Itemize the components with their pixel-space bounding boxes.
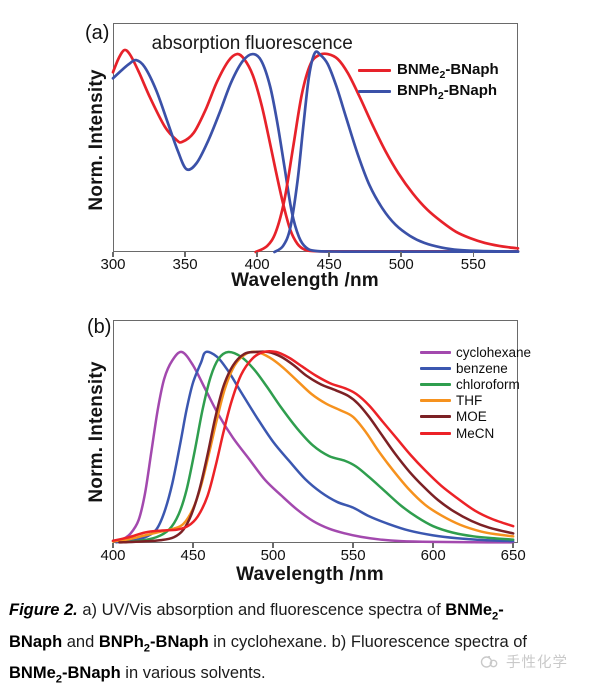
legend-swatch — [420, 431, 451, 435]
figure-caption: Figure 2. a) UV/Vis absorption and fluor… — [9, 598, 597, 689]
plot-a-legend: BNMe2-BNaph BNPh2-BNaph — [358, 60, 499, 102]
plot-b-legend: cyclohexane benzene chloroform THF MOE MeCN — [420, 344, 531, 441]
panel-b-label: (b) — [87, 316, 112, 338]
caption-segment: in various solvents. — [120, 664, 266, 682]
x-tick — [184, 252, 186, 257]
caption-segment: in cyclohexane. b) Fluorescence spectra … — [208, 632, 527, 651]
plot-a-x-axis-title: Wavelength /nm — [231, 270, 379, 291]
series-bnme2-bnaph-fluorescence — [254, 52, 520, 254]
watermark: 手性化学 — [480, 651, 568, 672]
legend-label: benzene — [456, 360, 508, 376]
series-bnme2-bnaph-absorption — [111, 48, 520, 253]
series-bnph2-bnaph-fluorescence — [273, 50, 520, 254]
x-tick — [512, 543, 514, 548]
legend-swatch — [358, 90, 391, 93]
x-tick — [400, 252, 403, 257]
series-moe — [118, 350, 515, 544]
legend-swatch — [420, 366, 451, 370]
plot-a-y-axis-title: Norm. Intensity — [86, 69, 107, 211]
series-mecn — [111, 349, 515, 542]
x-tick — [472, 252, 475, 257]
panel-a-label: (a) — [85, 22, 110, 44]
x-tick — [272, 543, 274, 548]
x-tick-label: 400 — [100, 547, 126, 564]
caption-segment: - — [498, 601, 504, 619]
legend-label: MOE — [456, 409, 487, 425]
caption-segment: BNPh — [98, 632, 144, 651]
plot-a-canvas — [111, 48, 520, 254]
plot-a-frame — [113, 23, 518, 252]
legend-item-benzene: benzene — [420, 360, 531, 376]
x-tick-label: 350 — [172, 256, 198, 273]
caption-segment: BNMe — [9, 664, 56, 682]
plot-b-canvas — [111, 349, 515, 544]
x-tick — [112, 543, 114, 548]
molecule-logo-icon — [480, 655, 498, 668]
x-tick — [328, 252, 330, 257]
legend-label: chloroform — [456, 376, 520, 392]
x-tick-label: 600 — [420, 547, 446, 564]
x-tick-label: 400 — [244, 256, 270, 273]
legend-label: THF — [456, 393, 483, 409]
annotation-fluorescence: fluorescence — [245, 33, 353, 54]
caption-segment: 2 — [143, 642, 151, 654]
caption-segment: Figure 2. — [9, 601, 78, 619]
series-benzene — [114, 350, 515, 544]
caption-line: BNMe2-BNaph in various solvents. — [9, 661, 597, 689]
legend-swatch — [420, 415, 451, 419]
legend-item-bnph2-bnaph: BNPh2-BNaph — [358, 81, 499, 102]
x-tick — [256, 252, 258, 257]
caption-segment: and — [62, 632, 99, 651]
caption-segment: 2 — [55, 673, 63, 686]
plot-b-x-axis-title: Wavelength /nm — [236, 564, 384, 585]
caption-segment: a) UV/Vis absorption and fluorescence sp… — [77, 601, 446, 619]
watermark-text: 手性化学 — [506, 655, 568, 671]
series-chloroform — [119, 350, 515, 544]
x-tick — [432, 543, 434, 548]
x-tick — [112, 252, 114, 257]
annotation-absorption: absorption — [151, 33, 241, 54]
legend-item-moe: MOE — [420, 409, 531, 425]
x-tick-label: 450 — [316, 256, 342, 273]
legend-label: BNPh2-BNaph — [397, 81, 498, 102]
x-tick — [352, 543, 354, 548]
caption-segment: -BNaph — [150, 632, 209, 651]
legend-item-bnme2-bnaph: BNMe2-BNaph — [358, 60, 499, 81]
plot-b-y-axis-title: Norm. Intensity — [86, 361, 107, 503]
legend-item-mecn: MeCN — [420, 425, 531, 441]
x-tick-label: 550 — [340, 547, 366, 564]
caption-line: BNaph and BNPh2-BNaph in cyclohexane. b)… — [9, 630, 597, 662]
legend-item-chloroform: chloroform — [420, 376, 531, 392]
caption-segment: 2 — [492, 610, 499, 623]
caption-segment: BNMe — [445, 601, 493, 619]
plot-b-frame — [113, 320, 518, 543]
legend-swatch — [420, 350, 451, 354]
legend-swatch — [420, 382, 451, 386]
caption-line: Figure 2. a) UV/Vis absorption and fluor… — [9, 598, 597, 630]
series-cyclohexane — [111, 350, 515, 544]
x-tick-label: 650 — [500, 547, 526, 564]
x-tick — [192, 543, 194, 548]
legend-swatch — [420, 399, 451, 403]
caption-segment: -BNaph — [62, 664, 121, 682]
legend-item-cyclohexane: cyclohexane — [420, 344, 531, 360]
legend-label: BNMe2-BNaph — [397, 60, 499, 81]
legend-swatch — [358, 69, 391, 72]
legend-label: MeCN — [456, 425, 495, 441]
x-tick-label: 300 — [100, 256, 126, 273]
x-tick-label: 550 — [460, 256, 486, 273]
legend-label: cyclohexane — [456, 344, 532, 360]
series-thf — [111, 350, 515, 543]
x-tick-label: 500 — [260, 547, 286, 564]
caption-segment: BNaph — [9, 632, 63, 651]
x-tick-label: 450 — [180, 547, 206, 564]
legend-item-thf: THF — [420, 393, 531, 409]
x-tick-label: 500 — [388, 256, 414, 273]
series-bnph2-bnaph-absorption — [111, 52, 520, 253]
